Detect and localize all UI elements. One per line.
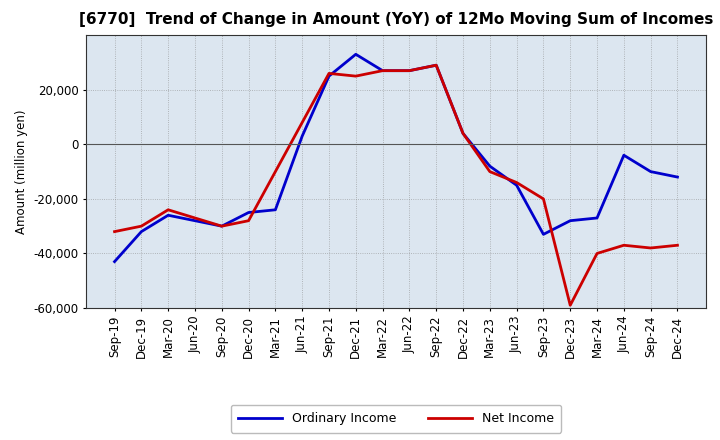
Ordinary Income [217, 224, 226, 229]
Net Income [566, 303, 575, 308]
Net Income [351, 73, 360, 79]
Net Income [217, 224, 226, 229]
Ordinary Income [432, 62, 441, 68]
Ordinary Income [647, 169, 655, 174]
Ordinary Income [378, 68, 387, 73]
Net Income [271, 169, 279, 174]
Ordinary Income [593, 215, 601, 220]
Net Income [325, 71, 333, 76]
Ordinary Income [298, 133, 307, 139]
Ordinary Income [459, 131, 467, 136]
Y-axis label: Amount (million yen): Amount (million yen) [15, 110, 28, 234]
Ordinary Income [325, 73, 333, 79]
Net Income [378, 68, 387, 73]
Legend: Ordinary Income, Net Income: Ordinary Income, Net Income [231, 405, 561, 433]
Net Income [164, 207, 173, 213]
Line: Net Income: Net Income [114, 65, 678, 305]
Net Income [137, 224, 145, 229]
Ordinary Income [485, 164, 494, 169]
Title: [6770]  Trend of Change in Amount (YoY) of 12Mo Moving Sum of Incomes: [6770] Trend of Change in Amount (YoY) o… [78, 12, 714, 27]
Net Income [593, 251, 601, 256]
Net Income [191, 215, 199, 220]
Net Income [432, 62, 441, 68]
Net Income [459, 131, 467, 136]
Line: Ordinary Income: Ordinary Income [114, 54, 678, 262]
Ordinary Income [539, 232, 548, 237]
Ordinary Income [405, 68, 414, 73]
Ordinary Income [110, 259, 119, 264]
Net Income [513, 180, 521, 185]
Net Income [110, 229, 119, 234]
Net Income [619, 242, 628, 248]
Ordinary Income [513, 183, 521, 188]
Net Income [539, 196, 548, 202]
Ordinary Income [271, 207, 279, 213]
Ordinary Income [137, 229, 145, 234]
Ordinary Income [619, 153, 628, 158]
Ordinary Income [351, 51, 360, 57]
Ordinary Income [164, 213, 173, 218]
Ordinary Income [566, 218, 575, 224]
Net Income [647, 246, 655, 251]
Net Income [405, 68, 414, 73]
Net Income [244, 218, 253, 224]
Net Income [673, 242, 682, 248]
Net Income [485, 169, 494, 174]
Net Income [298, 120, 307, 125]
Ordinary Income [673, 174, 682, 180]
Ordinary Income [244, 210, 253, 215]
Ordinary Income [191, 218, 199, 224]
